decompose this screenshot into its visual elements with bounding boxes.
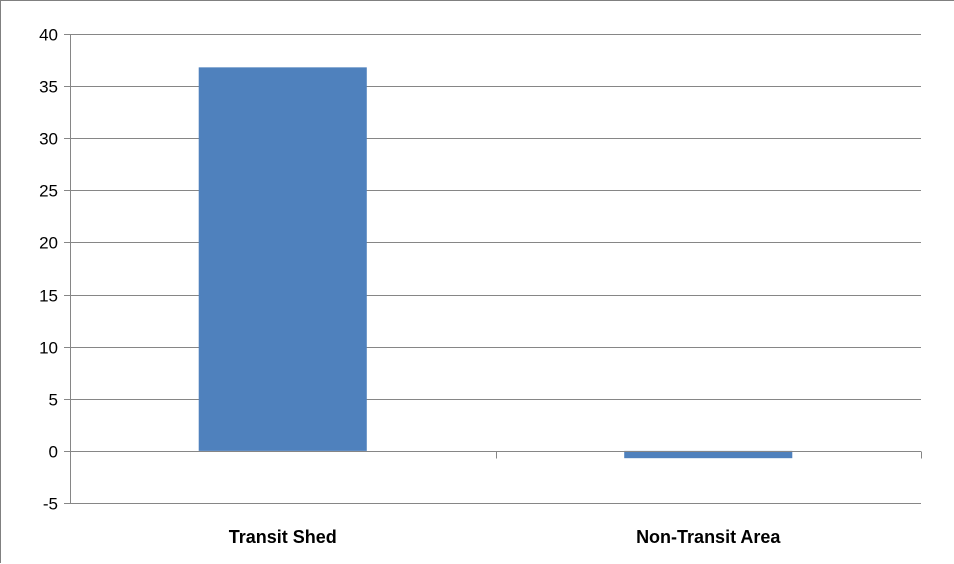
y-tick-label: 0 xyxy=(49,443,58,462)
y-tick-label: 35 xyxy=(39,78,58,97)
y-tick-label: 5 xyxy=(49,391,58,410)
x-axis-category-labels: Transit Shed Non-Transit Area xyxy=(229,527,782,547)
bar-transit-shed xyxy=(198,67,367,451)
y-tick-label: -5 xyxy=(43,495,58,514)
bars xyxy=(198,67,793,459)
gridlines xyxy=(64,34,921,504)
bar-non-transit-area xyxy=(624,450,793,459)
axes xyxy=(70,34,922,503)
y-tick-label: 40 xyxy=(39,26,58,45)
y-tick-label: 20 xyxy=(39,234,58,253)
y-tick-label: 25 xyxy=(39,182,58,201)
y-tick-label: 15 xyxy=(39,287,58,306)
y-tick-label: 10 xyxy=(39,339,58,358)
y-tick-label: 30 xyxy=(39,130,58,149)
y-axis-tick-labels: -5 0 5 10 15 20 25 30 35 40 xyxy=(39,26,58,514)
x-category-label: Transit Shed xyxy=(229,527,337,547)
x-category-label: Non-Transit Area xyxy=(636,527,781,547)
